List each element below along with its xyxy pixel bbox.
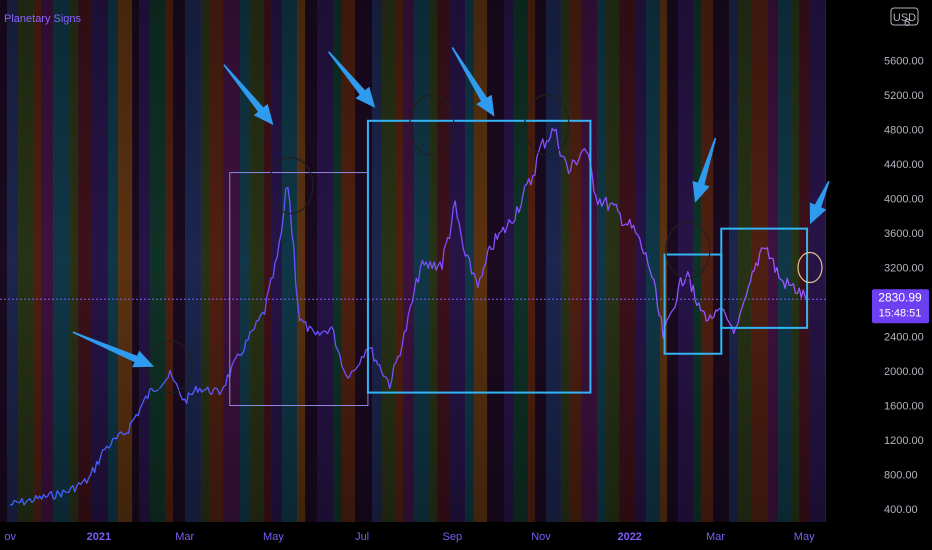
last-price-label: 2830.99 bbox=[878, 290, 922, 304]
highlight-circle bbox=[268, 156, 314, 215]
y-tick-label: 4000.00 bbox=[884, 193, 924, 205]
annotation-arrow bbox=[223, 64, 274, 126]
currency-label: USD bbox=[893, 12, 916, 24]
price-series bbox=[10, 127, 808, 506]
highlight-circle bbox=[409, 94, 455, 156]
price-axis[interactable]: 400.00 800.00 1200.00 1600.00 2000.00 2400.00… bbox=[884, 55, 924, 516]
x-tick-label: 2022 bbox=[617, 531, 641, 543]
bar-countdown: 15:48:51 bbox=[879, 307, 922, 319]
x-tick-label: Mar bbox=[706, 531, 725, 543]
x-tick-label: May bbox=[263, 531, 284, 543]
x-tick-label: May bbox=[794, 531, 815, 543]
annotation-circles[interactable] bbox=[147, 94, 823, 394]
x-tick-label: Jul bbox=[355, 531, 369, 543]
y-tick-label: 400.00 bbox=[884, 504, 918, 516]
background-shade bbox=[0, 0, 826, 522]
y-tick-label: 1600.00 bbox=[884, 401, 924, 413]
x-tick-label: 2021 bbox=[87, 531, 111, 543]
highlight-box bbox=[720, 227, 809, 329]
bottom-axis-panel bbox=[0, 522, 932, 550]
currency-badge[interactable]: USD bbox=[890, 7, 919, 26]
last-price-tag-bg bbox=[872, 289, 929, 324]
currency-badge-frame bbox=[890, 7, 919, 26]
highlight-box bbox=[366, 119, 592, 394]
highlight-circle bbox=[524, 94, 570, 156]
x-tick-label: Mar bbox=[175, 531, 194, 543]
y-tick-label: 5600.00 bbox=[884, 55, 924, 67]
annotation-arrow bbox=[809, 180, 830, 225]
x-tick-label: ov bbox=[4, 531, 16, 543]
y-tick-label: 5200.00 bbox=[884, 90, 924, 102]
indicator-title[interactable]: Planetary Signs bbox=[4, 13, 82, 25]
y-tick-label: 1200.00 bbox=[884, 435, 924, 447]
y-tick-label: 4400.00 bbox=[884, 159, 924, 171]
y-tick-label: 3200.00 bbox=[884, 263, 924, 275]
highlight-circle bbox=[665, 221, 711, 279]
y-tick-label: 2400.00 bbox=[884, 332, 924, 344]
annotation-arrow bbox=[328, 51, 376, 108]
x-tick-label: Nov bbox=[531, 531, 551, 543]
annotation-arrow bbox=[451, 47, 495, 117]
annotation-arrow bbox=[72, 331, 155, 368]
right-axis-panel bbox=[826, 0, 932, 550]
y-tick-label: 2000.00 bbox=[884, 366, 924, 378]
y-tick-label: 3600.00 bbox=[884, 228, 924, 240]
last-price-tag: 2830.99 15:48:51 bbox=[872, 289, 929, 324]
y-tick-label: 800.00 bbox=[884, 470, 918, 482]
annotation-arrows[interactable] bbox=[72, 47, 830, 368]
highlight-circle bbox=[797, 251, 823, 284]
price-line bbox=[10, 127, 808, 506]
annotation-boxes[interactable] bbox=[229, 119, 809, 407]
annotation-arrow bbox=[692, 137, 717, 203]
top-cut-tick-label: 6 bbox=[904, 17, 910, 29]
time-axis[interactable]: ov 2021 Mar May Jul Sep Nov 2022 Mar May bbox=[4, 531, 815, 543]
x-tick-label: Sep bbox=[443, 531, 463, 543]
y-tick-label: 4800.00 bbox=[884, 124, 924, 136]
